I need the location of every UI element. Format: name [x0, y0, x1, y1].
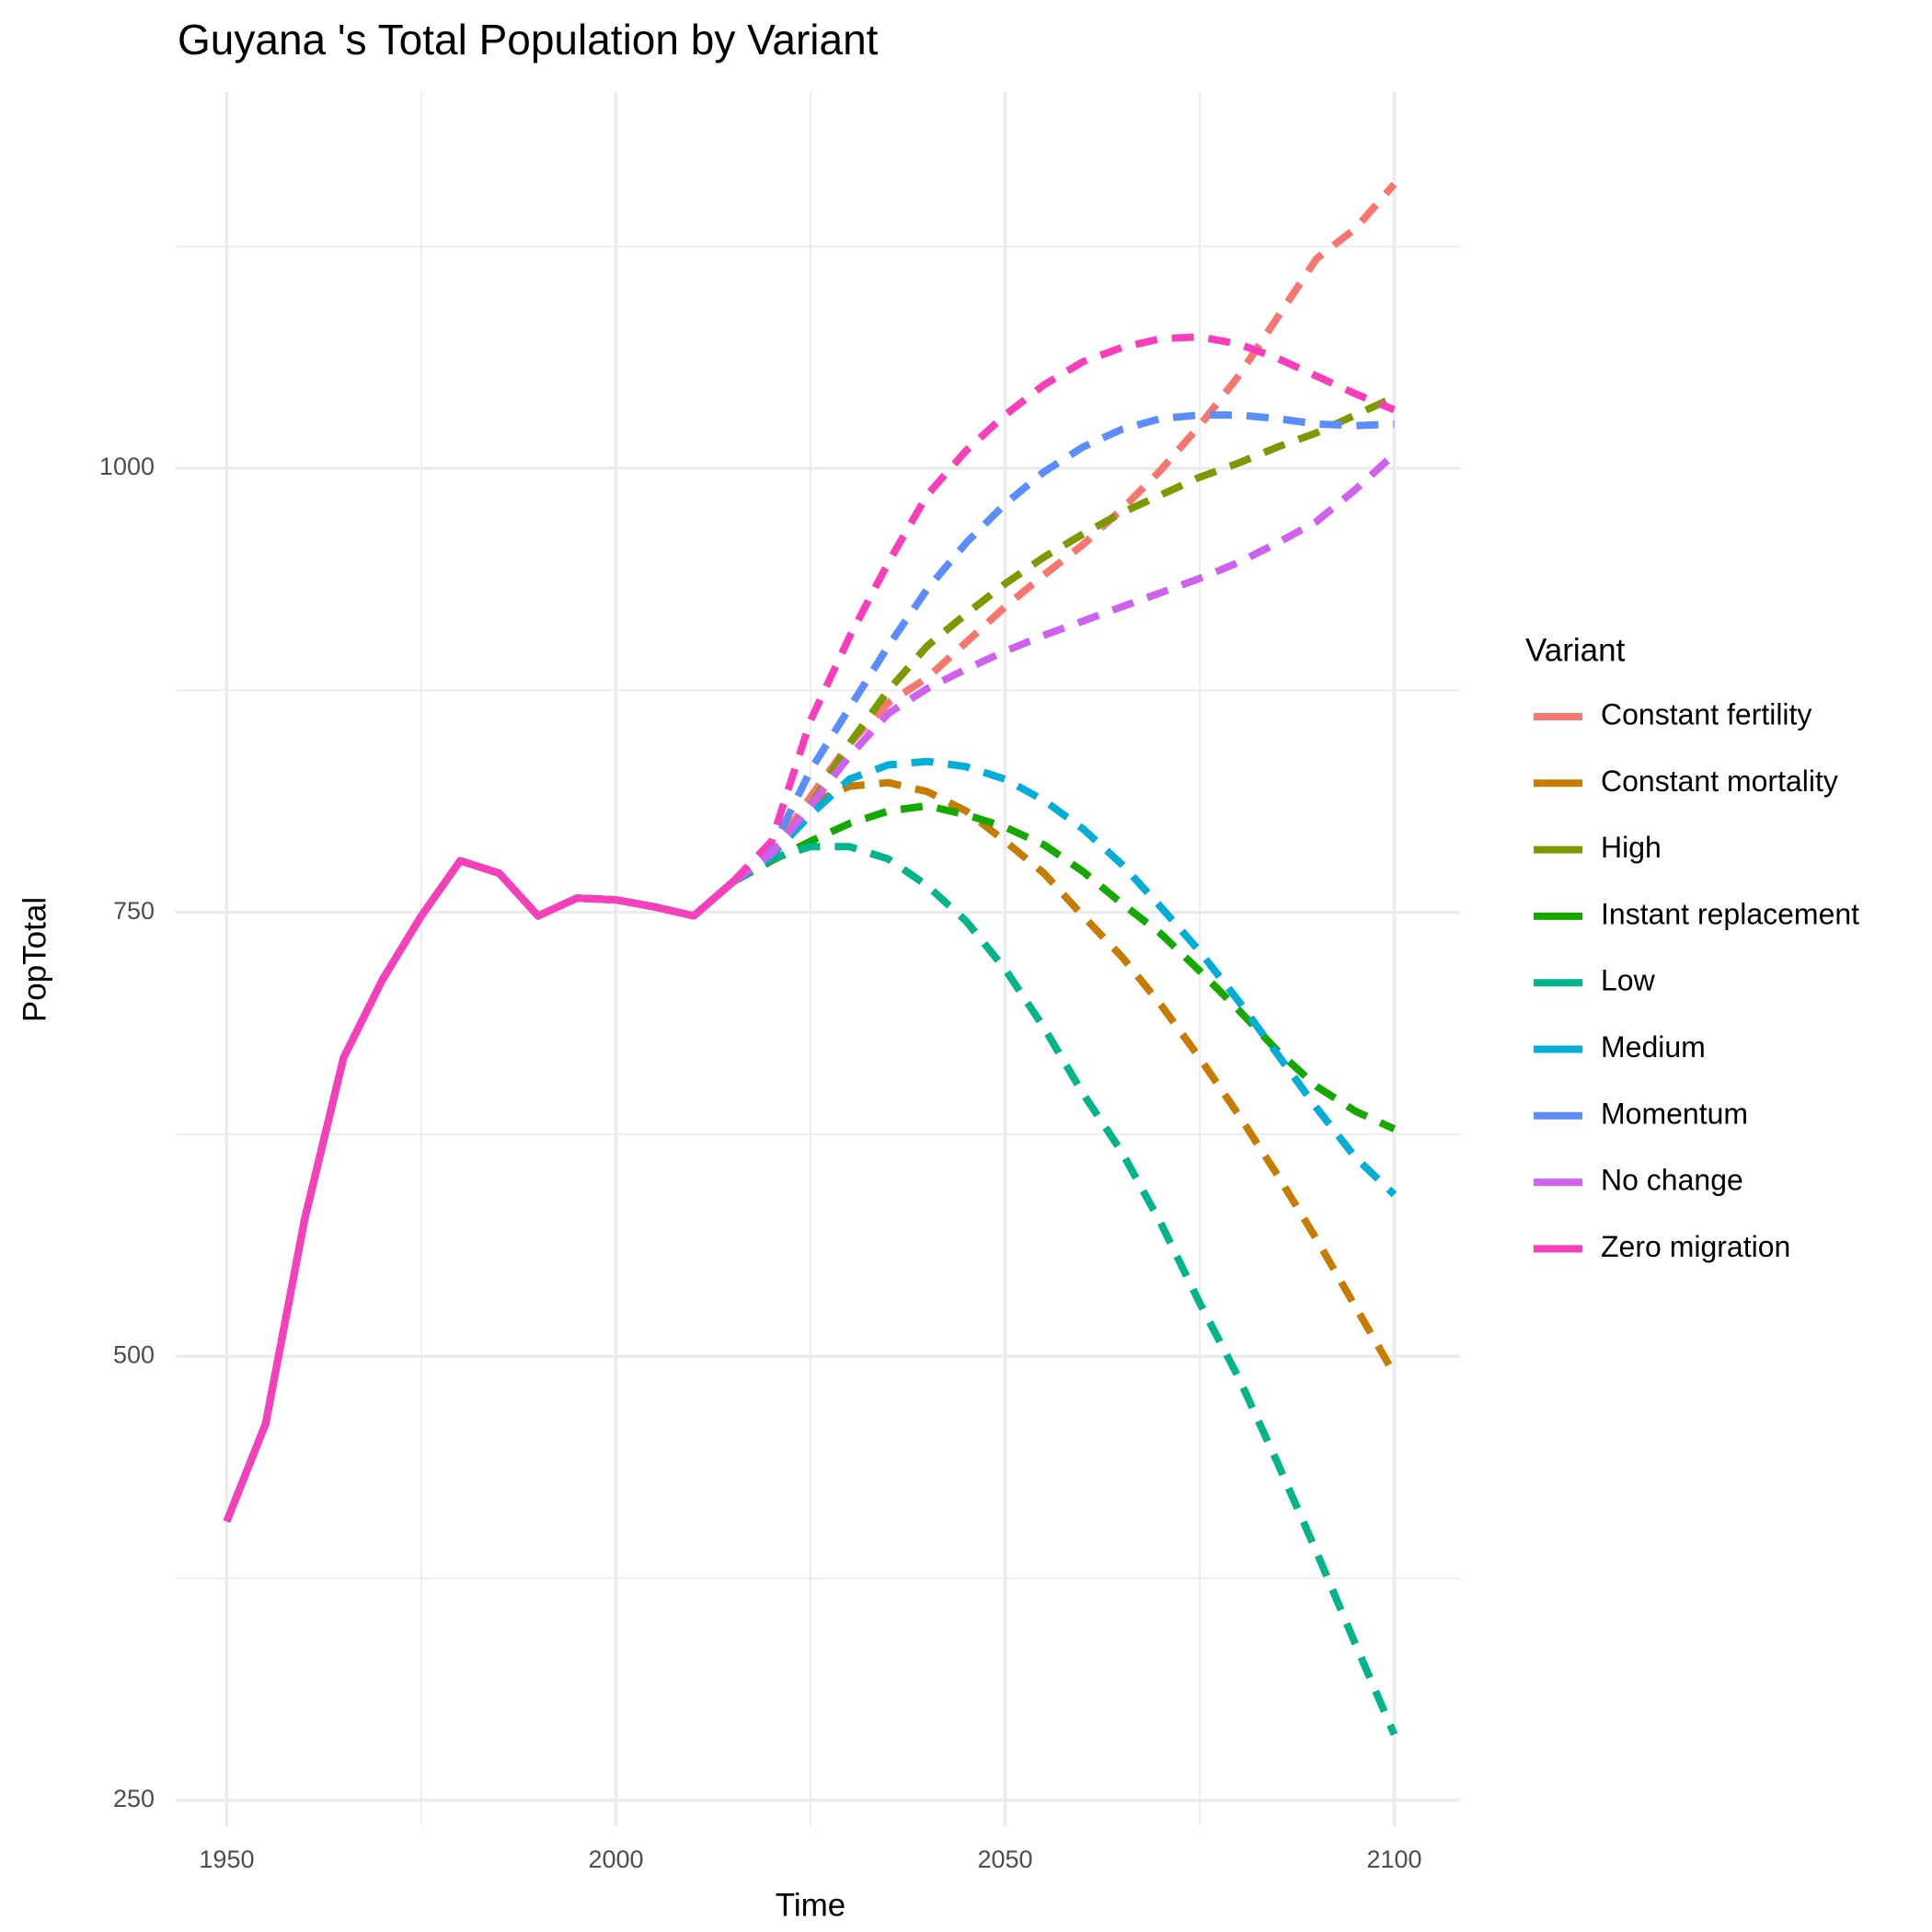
legend-label: Zero migration: [1601, 1230, 1790, 1263]
legend-label: Low: [1601, 964, 1656, 997]
y-tick-label: 750: [113, 897, 155, 925]
projection-line: [730, 801, 1397, 1133]
history-line: [223, 857, 736, 1524]
y-tick-label: 500: [113, 1340, 155, 1368]
x-axis-title: Time: [776, 1887, 845, 1923]
legend-label: Instant replacement: [1601, 897, 1859, 930]
projection-line: [730, 394, 1397, 886]
projection-line: [730, 843, 1398, 1736]
history-line: [223, 857, 736, 1524]
history-line: [223, 857, 736, 1524]
projection-line: [730, 757, 1397, 1198]
legend-label: Constant fertility: [1601, 697, 1811, 730]
x-tick-label: 2050: [977, 1846, 1032, 1873]
history-line: [223, 857, 736, 1524]
legend-label: No change: [1601, 1164, 1743, 1197]
chart-title: Guyana 's Total Population by Variant: [178, 16, 879, 63]
x-tick-label: 1950: [199, 1846, 254, 1873]
y-tick-label: 250: [113, 1785, 155, 1812]
history-line: [223, 857, 736, 1524]
y-axis-title: PopTotal: [17, 897, 52, 1022]
x-tick-label: 2100: [1367, 1846, 1422, 1873]
legend-label: Constant mortality: [1601, 765, 1838, 798]
history-line: [223, 857, 736, 1524]
y-tick-label: 1000: [99, 453, 155, 480]
legend-label: Medium: [1601, 1030, 1706, 1064]
legend-title: Variant: [1525, 632, 1626, 668]
projection-line: [730, 333, 1397, 885]
history-line: [223, 857, 736, 1524]
legend-label: High: [1601, 831, 1662, 864]
history-line: [223, 857, 736, 1524]
projection-line: [730, 451, 1397, 886]
legend-label: Momentum: [1601, 1097, 1748, 1130]
history-line: [223, 857, 736, 1524]
projection-line: [730, 778, 1397, 1376]
projection-line: [730, 411, 1395, 885]
x-tick-label: 2000: [588, 1846, 643, 1873]
